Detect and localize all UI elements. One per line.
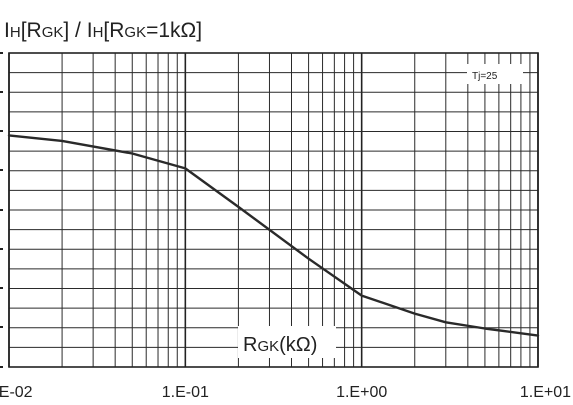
x-tick-label: 1.E-01: [162, 384, 209, 401]
subscript: GK: [257, 338, 279, 355]
x-tick-label: 1.E+01: [520, 384, 571, 401]
subscript: GK: [42, 24, 64, 41]
subscript: H: [10, 24, 21, 41]
annotation-tj: Tj=25: [472, 71, 498, 82]
annotation-group: Tj=25: [467, 64, 523, 84]
x-axis-label-group: RGK(kΩ): [238, 326, 336, 358]
plot-grid: [8, 53, 539, 367]
series-line: [7, 134, 540, 337]
subscript: GK: [124, 24, 146, 41]
x-axis-label: RGK(kΩ): [243, 334, 317, 356]
chart-title: IH[RGK] / IH[RGK=1kΩ]: [4, 19, 202, 42]
plot-frame: [8, 52, 539, 368]
y-axis-edge-marks: [0, 52, 3, 368]
x-axis-label-background: [238, 326, 336, 358]
x-tick-label: 1.E-02: [0, 384, 33, 401]
annotation-background: [467, 64, 523, 84]
x-tick-labels: 1.E-02 1.E-01 1.E+00 1.E+01: [0, 384, 571, 401]
subscript: H: [93, 24, 104, 41]
x-tick-label: 1.E+00: [336, 384, 387, 401]
